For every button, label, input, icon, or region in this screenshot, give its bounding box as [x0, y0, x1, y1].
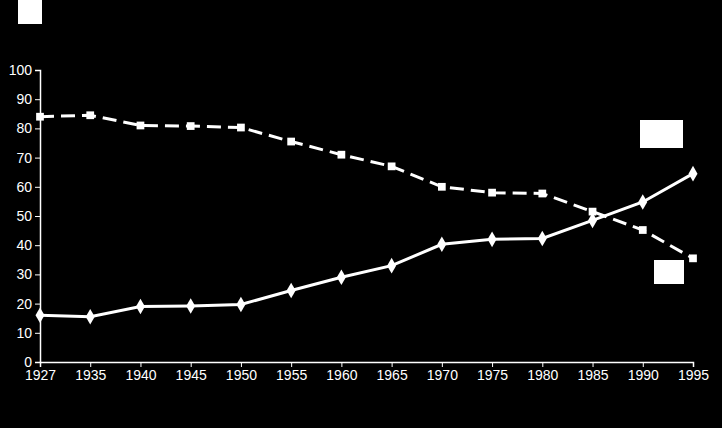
y-tick: 10 [16, 325, 40, 341]
y-tick-label: 10 [16, 325, 32, 341]
x-tick: 1995 [678, 362, 709, 383]
x-tick: 1970 [427, 362, 458, 383]
y-tick: 20 [16, 296, 40, 312]
x-tick-label: 1940 [125, 367, 156, 383]
series-marker [588, 213, 597, 229]
x-tick: 1975 [477, 362, 508, 383]
series-marker [388, 162, 396, 170]
y-tick-mark [35, 158, 40, 159]
series-marker [438, 183, 446, 191]
x-tick: 1990 [628, 362, 659, 383]
y-tick-mark [35, 333, 40, 334]
series-line [40, 115, 693, 258]
y-tick-label: 20 [16, 296, 32, 312]
series-line [40, 174, 693, 317]
series-marker [36, 113, 44, 121]
x-tick: 1950 [226, 362, 257, 383]
x-tick-label: 1995 [678, 367, 709, 383]
y-tick-mark [35, 99, 40, 100]
x-tick: 1945 [176, 362, 207, 383]
series-marker [237, 124, 245, 132]
y-tick-label: 60 [16, 179, 32, 195]
label-box [654, 260, 684, 284]
series-marker [287, 283, 296, 299]
y-tick: 90 [16, 91, 40, 107]
y-tick-mark [35, 274, 40, 275]
y-tick: 30 [16, 266, 40, 282]
label-box [18, 0, 42, 24]
x-tick: 1980 [527, 362, 558, 383]
background [0, 0, 722, 428]
y-tick: 60 [16, 179, 40, 195]
x-tick-label: 1935 [75, 367, 106, 383]
label-box [640, 120, 683, 148]
chart: 0102030405060708090100192719351940194519… [0, 0, 722, 428]
series-marker [488, 232, 497, 248]
series-marker [236, 297, 245, 313]
x-tick-label: 1950 [226, 367, 257, 383]
series-marker [137, 122, 145, 130]
series-marker [387, 258, 396, 274]
y-tick-mark [35, 70, 40, 71]
y-tick-label: 90 [16, 91, 32, 107]
y-tick-mark [35, 128, 40, 129]
y-tick: 100 [9, 62, 40, 78]
series-marker [689, 254, 697, 262]
x-tick: 1960 [326, 362, 357, 383]
y-tick: 70 [16, 150, 40, 166]
x-tick-label: 1965 [377, 367, 408, 383]
series-marker [287, 138, 295, 146]
series-marker [638, 194, 647, 210]
series-marker [86, 309, 95, 325]
series-marker [639, 226, 647, 234]
x-tick: 1965 [377, 362, 408, 383]
plot-area [36, 111, 698, 324]
y-tick: 80 [16, 120, 40, 136]
x-tick-label: 1980 [527, 367, 558, 383]
y-tick-label: 80 [16, 120, 32, 136]
x-tick-label: 1990 [628, 367, 659, 383]
series-marker [187, 122, 195, 130]
y-tick-label: 70 [16, 150, 32, 166]
y-tick-label: 30 [16, 266, 32, 282]
x-tick-label: 1945 [176, 367, 207, 383]
x-tick-label: 1927 [25, 367, 56, 383]
series-marker [689, 166, 698, 182]
y-tick-mark [35, 304, 40, 305]
x-tick-label: 1970 [427, 367, 458, 383]
y-axis: 0102030405060708090100 [9, 62, 41, 370]
x-tick-label: 1960 [326, 367, 357, 383]
x-tick: 1940 [125, 362, 156, 383]
x-axis: 1927 1935 1940 1945 1950 1955 1960 1965 1970 1975… [25, 362, 709, 383]
series-marker [36, 307, 45, 323]
x-tick: 1985 [577, 362, 608, 383]
series-marker [186, 298, 195, 314]
series-marker [437, 237, 446, 253]
x-tick-label: 1985 [577, 367, 608, 383]
series-marker [136, 299, 145, 315]
y-tick-mark [35, 216, 40, 217]
y-tick: 40 [16, 237, 40, 253]
y-tick-mark [35, 187, 40, 188]
series-marker [488, 189, 496, 197]
x-tick-label: 1975 [477, 367, 508, 383]
y-tick-mark [35, 362, 40, 363]
x-tick: 1927 [25, 362, 56, 383]
series-marker [338, 151, 346, 159]
x-tick: 1935 [75, 362, 106, 383]
series-marker [86, 111, 94, 119]
y-tick-mark [35, 245, 40, 246]
y-tick-label: 100 [9, 62, 33, 78]
series-marker [538, 190, 546, 198]
y-tick-label: 50 [16, 208, 32, 224]
series-marker [538, 231, 547, 247]
x-tick-label: 1955 [276, 367, 307, 383]
x-tick: 1955 [276, 362, 307, 383]
y-tick: 50 [16, 208, 40, 224]
series-marker [337, 270, 346, 286]
y-tick-label: 40 [16, 237, 32, 253]
